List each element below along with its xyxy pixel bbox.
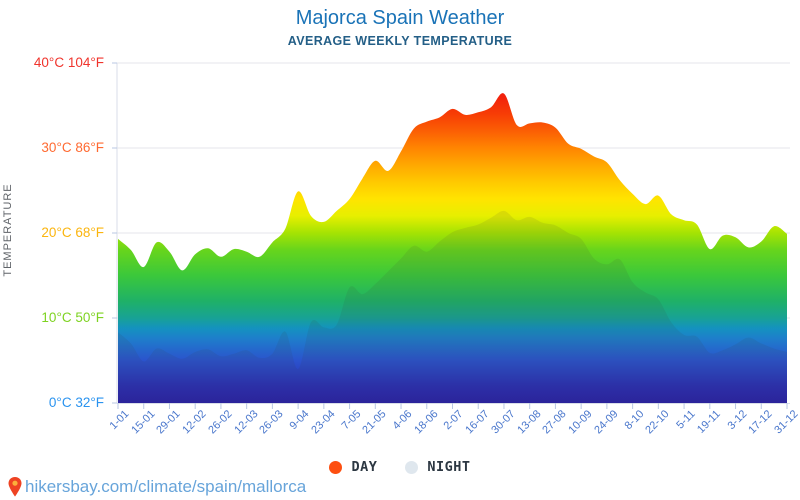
y-axis-label-20c: 20°C 68°F	[41, 225, 104, 240]
chart-legend: DAY NIGHT	[0, 459, 800, 475]
legend-label-day: DAY	[351, 459, 378, 475]
y-axis-label-0c: 0°C 32°F	[48, 395, 104, 410]
y-axis-label-10c: 10°C 50°F	[41, 310, 104, 325]
legend-item-night[interactable]: NIGHT	[405, 459, 470, 475]
temperature-areas	[118, 93, 787, 403]
y-axis-label-30c: 30°C 86°F	[41, 140, 104, 155]
page-title: Majorca Spain Weather	[295, 7, 505, 29]
chart-subtitle: AVERAGE WEEKLY TEMPERATURE	[287, 34, 513, 48]
night-area-shade	[118, 210, 787, 403]
y-axis-label-40c: 40°C 104°F	[33, 55, 104, 70]
axes-and-ticks	[112, 62, 790, 409]
footer-link[interactable]: hikersbay.com/climate/spain/mallorca	[25, 477, 307, 496]
legend-label-night: NIGHT	[427, 459, 471, 475]
night-area	[118, 210, 787, 403]
day-dot-icon	[329, 460, 343, 474]
location-pin-icon	[8, 477, 22, 497]
footer: hikersbay.com/climate/spain/mallorca	[7, 476, 306, 498]
legend-item-day[interactable]: DAY	[329, 459, 377, 475]
night-dot-icon	[405, 460, 419, 474]
